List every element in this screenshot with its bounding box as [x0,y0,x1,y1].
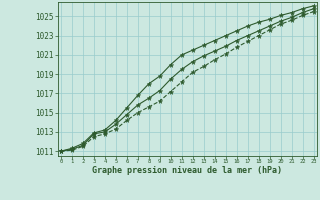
X-axis label: Graphe pression niveau de la mer (hPa): Graphe pression niveau de la mer (hPa) [92,166,282,175]
